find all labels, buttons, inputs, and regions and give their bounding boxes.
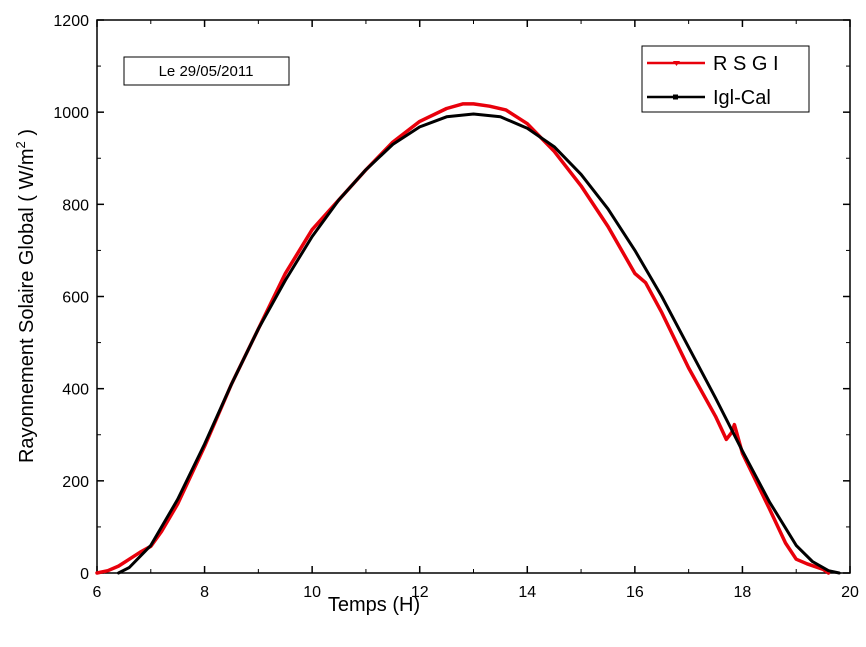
- x-tick-label: 18: [734, 584, 752, 601]
- x-tick-label: 8: [200, 584, 209, 601]
- y-tick-label: 400: [62, 382, 89, 399]
- legend: R S G I Igl-Cal: [641, 45, 810, 113]
- x-tick-label: 20: [841, 584, 859, 601]
- legend-label-iglcal: Igl-Cal: [713, 87, 771, 109]
- x-axis-ticks: 6 8 10 12 14 16 18 20: [93, 20, 859, 601]
- series-line-iglcal: [117, 112, 841, 575]
- date-annotation: Le 29/05/2011: [123, 56, 290, 86]
- y-tick-label: 1200: [53, 13, 89, 30]
- x-tick-label: 6: [93, 584, 102, 601]
- y-axis-title-end: ): [16, 129, 38, 141]
- y-axis-title: Rayonnement Solaire Global ( W/m2 ): [13, 129, 38, 463]
- x-tick-label: 10: [303, 584, 321, 601]
- y-tick-label: 1000: [53, 105, 89, 122]
- legend-box: [641, 45, 810, 113]
- x-tick-label: 12: [411, 584, 429, 601]
- legend-marker-iglcal: [673, 94, 678, 100]
- y-tick-label: 0: [80, 566, 89, 583]
- series-layer: [95, 102, 841, 575]
- series-line-rsgi: [95, 102, 831, 575]
- y-axis-title-superscript: 2: [13, 141, 28, 148]
- date-annotation-text: Le 29/05/2011: [159, 63, 254, 80]
- legend-label-rsgi: R S G I: [713, 53, 779, 75]
- x-axis-title: Temps (H): [328, 594, 420, 616]
- x-tick-label: 16: [626, 584, 644, 601]
- y-axis-title-main: Rayonnement Solaire Global ( W/m: [16, 148, 38, 463]
- y-tick-label: 600: [62, 290, 89, 307]
- x-tick-label: 14: [518, 584, 536, 601]
- y-tick-label: 200: [62, 474, 89, 491]
- date-annotation-box: [123, 56, 290, 86]
- y-tick-label: 800: [62, 197, 89, 214]
- y-axis-ticks: 0 200 400 600 800 1000 1200: [53, 13, 850, 583]
- legend-marker-rsgi: [673, 61, 680, 66]
